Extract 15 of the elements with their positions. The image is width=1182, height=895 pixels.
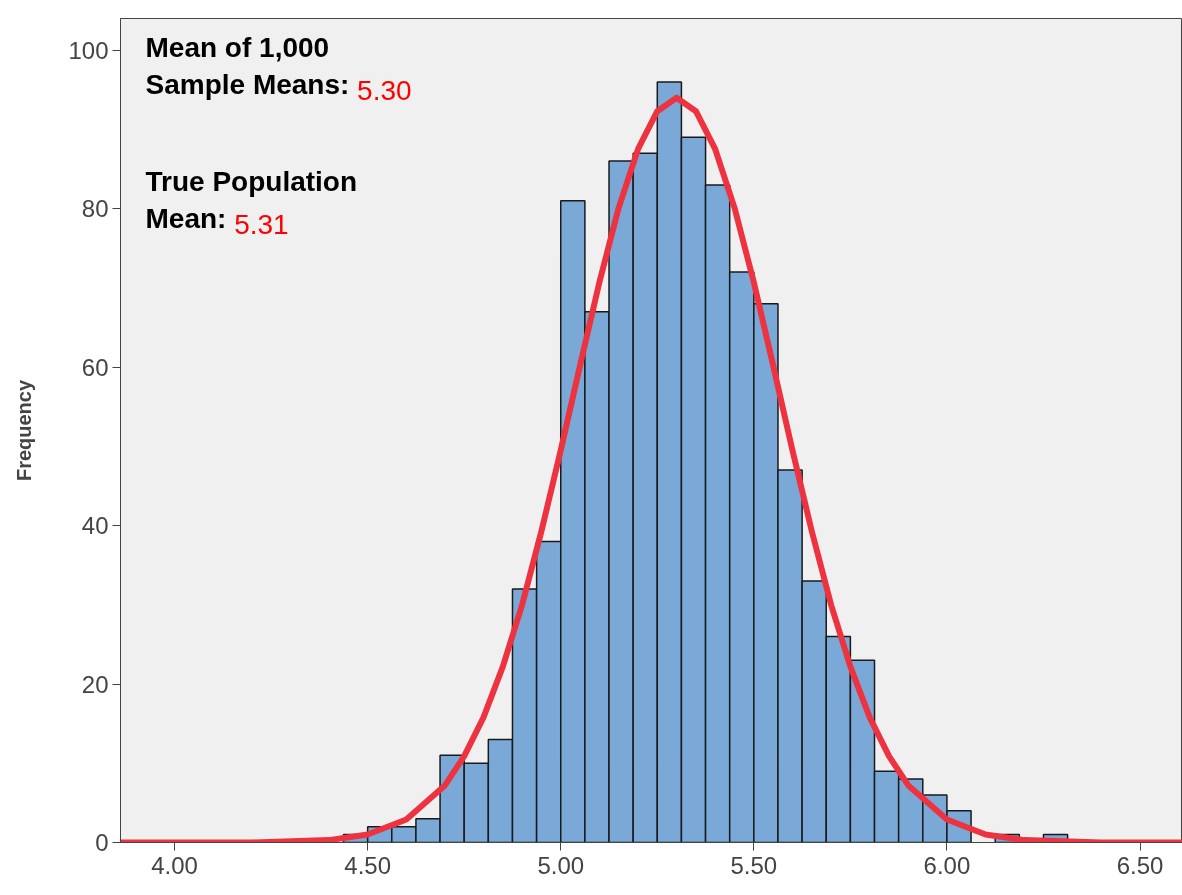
x-tick-label: 5.50 [730,851,778,879]
x-tick-label: 6.50 [1116,851,1164,879]
x-tick-label: 6.00 [923,851,971,879]
y-tick-label: 20 [81,670,109,698]
y-tick-label: 0 [95,829,109,856]
annotation: True Population Mean: 5.31 [145,165,358,240]
annotation: Mean of 1,000 Sample Means: 5.30 [145,31,412,106]
y-tick-label: 40 [81,512,109,540]
y-tick-label: 100 [68,36,109,64]
y-tick-label: 60 [81,353,109,381]
x-tick-label: 5.00 [537,851,585,879]
x-tick-label: 4.00 [151,851,198,879]
y-axis-title: Frequency [13,379,36,482]
x-tick-label: 4.50 [344,851,392,879]
y-tick-label: 80 [81,195,109,223]
